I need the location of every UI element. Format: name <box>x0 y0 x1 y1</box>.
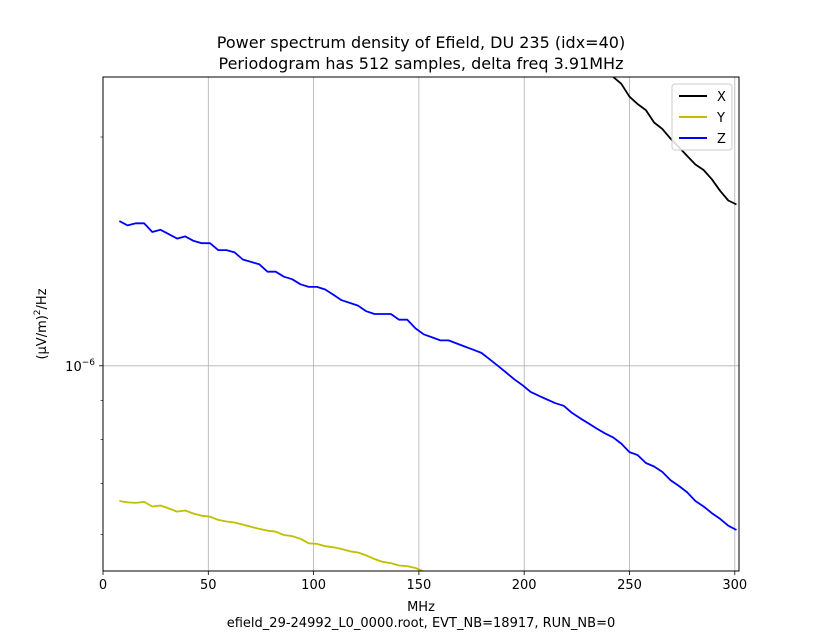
x-tick-label: 200 <box>512 578 537 593</box>
x-tick-label: 0 <box>99 578 107 593</box>
x-tick-label: 100 <box>301 578 326 593</box>
series-line-z <box>118 220 737 531</box>
x-tick-label: 150 <box>406 578 431 593</box>
legend-label-x: X <box>717 90 726 105</box>
y-tick-label: 10−6 <box>65 358 95 375</box>
y-axis-label-suffix: /Hz <box>35 288 50 309</box>
x-tick-label: 250 <box>617 578 642 593</box>
plot-area <box>103 77 739 571</box>
series-lines <box>118 77 737 571</box>
series-line-x <box>612 77 737 206</box>
axes-frame <box>102 76 740 572</box>
legend-label-y: Y <box>716 111 725 126</box>
footer-caption: efield_29-24992_L0_0000.root, EVT_NB=189… <box>227 616 615 631</box>
x-tick-label: 50 <box>200 578 217 593</box>
x-tick-label: 300 <box>722 578 747 593</box>
grid <box>102 77 739 571</box>
y-tick-label-base: 10 <box>65 360 82 375</box>
y-axis-label: (μV/m)2/Hz <box>33 288 50 359</box>
legend: XYZ <box>671 83 733 151</box>
legend-label-z: Z <box>717 132 726 147</box>
y-axis-label-exponent: 2 <box>33 309 43 315</box>
x-axis-label: MHz <box>407 600 435 615</box>
y-axis-label-base: (μV/m) <box>35 315 50 359</box>
axis-ticks: 0 50 100 150 200 250 300 10−6 <box>65 136 747 593</box>
chart-subtitle: Periodogram has 512 samples, delta freq … <box>219 54 624 73</box>
y-tick-label-exponent: −6 <box>82 358 96 368</box>
series-line-y <box>119 500 425 571</box>
chart-title: Power spectrum density of Efield, DU 235… <box>217 33 625 52</box>
